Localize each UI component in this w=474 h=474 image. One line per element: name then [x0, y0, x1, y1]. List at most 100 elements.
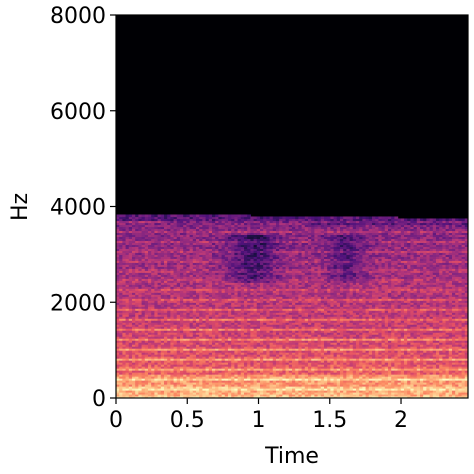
spectrogram-cell — [119, 372, 123, 375]
spectrogram-cell — [285, 368, 290, 371]
spectrogram-cell — [205, 314, 210, 317]
spectrogram-cell — [202, 242, 207, 245]
spectrogram-cell — [167, 374, 171, 377]
spectrogram-cell — [263, 382, 267, 385]
spectrogram-cell — [141, 232, 146, 236]
spectrogram-cell — [208, 258, 213, 261]
spectrogram-cell — [183, 264, 187, 267]
spectrogram-cell — [247, 294, 251, 297]
spectrogram-cell — [272, 332, 277, 335]
spectrogram-cell — [154, 334, 159, 337]
spectrogram-cell — [164, 394, 168, 397]
spectrogram-cell — [122, 310, 127, 313]
spectrogram-cell — [199, 320, 203, 323]
spectrogram-cell — [244, 314, 248, 317]
spectrogram-cell — [154, 338, 159, 341]
spectrogram-cell — [237, 240, 242, 243]
spectrogram-cell — [212, 252, 216, 255]
spectrogram-cell — [160, 270, 165, 273]
spectrogram-cell — [167, 310, 171, 313]
spectrogram-cell — [164, 352, 168, 355]
spectrogram-cell — [196, 268, 200, 271]
spectrogram-cell — [164, 312, 168, 315]
spectrogram-cell — [231, 218, 235, 222]
spectrogram-cell — [231, 238, 235, 242]
spectrogram-cell — [138, 226, 143, 230]
spectrogram-cell — [167, 356, 171, 359]
spectrogram-cell — [218, 250, 223, 253]
spectrogram-cell — [199, 288, 203, 291]
spectrogram-cell — [218, 324, 223, 327]
spectrogram-cell — [196, 288, 200, 291]
spectrogram-cell — [247, 390, 251, 393]
spectrogram-cell — [199, 278, 203, 281]
spectrogram-cell — [250, 242, 255, 245]
spectrogram-cell — [199, 334, 203, 337]
spectrogram-cell — [231, 358, 235, 361]
spectrogram-cell — [199, 214, 203, 218]
spectrogram-cell — [253, 254, 258, 257]
spectrogram-cell — [266, 362, 271, 365]
spectrogram-cell — [231, 278, 235, 281]
spectrogram-cell — [144, 344, 149, 347]
spectrogram-cell — [279, 218, 283, 222]
spectrogram-cell — [208, 266, 213, 269]
spectrogram-cell — [132, 364, 136, 367]
spectrogram-cell — [180, 300, 184, 303]
spectrogram-cell — [269, 350, 274, 353]
spectrogram-cell — [231, 346, 235, 349]
spectrogram-cell — [196, 286, 200, 289]
spectrogram-cell — [135, 252, 139, 255]
spectrogram-cell — [125, 342, 130, 345]
spectrogram-cell — [266, 384, 271, 387]
spectrogram-cell — [196, 248, 200, 251]
spectrogram-cell — [260, 294, 264, 297]
spectrogram-cell — [260, 388, 264, 391]
spectrogram-cell — [176, 250, 181, 253]
spectrogram-cell — [244, 220, 248, 224]
spectrogram-cell — [240, 340, 245, 343]
spectrogram-cell — [244, 288, 248, 291]
spectrogram-cell — [196, 256, 200, 259]
spectrogram-cell — [164, 372, 168, 375]
spectrogram-cell — [164, 250, 168, 253]
spectrogram-cell — [279, 356, 283, 359]
spectrogram-cell — [167, 236, 171, 240]
spectrogram-cell — [144, 234, 149, 238]
spectrogram-cell — [125, 282, 130, 285]
spectrogram-cell — [196, 242, 200, 245]
spectrogram-cell — [170, 256, 175, 259]
spectrogram-cell — [202, 250, 207, 253]
spectrogram-cell — [237, 222, 242, 226]
spectrogram-cell — [215, 252, 219, 255]
spectrogram-cell — [116, 258, 120, 261]
spectrogram-cell — [218, 318, 223, 321]
spectrogram-cell — [266, 216, 271, 220]
spectrogram-cell — [196, 270, 200, 273]
spectrogram-cell — [148, 256, 152, 259]
spectrogram-cell — [173, 378, 178, 381]
spectrogram-cell — [212, 282, 216, 285]
spectrogram-cell — [176, 236, 181, 240]
spectrogram-cell — [208, 254, 213, 257]
spectrogram-cell — [116, 240, 120, 243]
spectrogram-cell — [141, 214, 146, 218]
spectrogram-cell — [250, 288, 255, 291]
spectrogram-cell — [279, 372, 283, 375]
spectrogram-cell — [215, 256, 219, 259]
spectrogram-cell — [272, 350, 277, 353]
spectrogram-cell — [205, 366, 210, 369]
spectrogram-cell — [260, 274, 264, 277]
spectrogram-cell — [228, 270, 232, 273]
spectrogram-cell — [189, 254, 194, 257]
spectrogram-cell — [282, 244, 287, 247]
spectrogram-cell — [266, 314, 271, 317]
spectrogram-cell — [218, 312, 223, 315]
spectrogram-cell — [199, 326, 203, 329]
spectrogram-cell — [202, 328, 207, 331]
spectrogram-cell — [253, 280, 258, 283]
spectrogram-cell — [240, 348, 245, 351]
spectrogram-cell — [180, 324, 184, 327]
spectrogram-cell — [263, 344, 267, 347]
spectrogram-cell — [122, 382, 127, 385]
